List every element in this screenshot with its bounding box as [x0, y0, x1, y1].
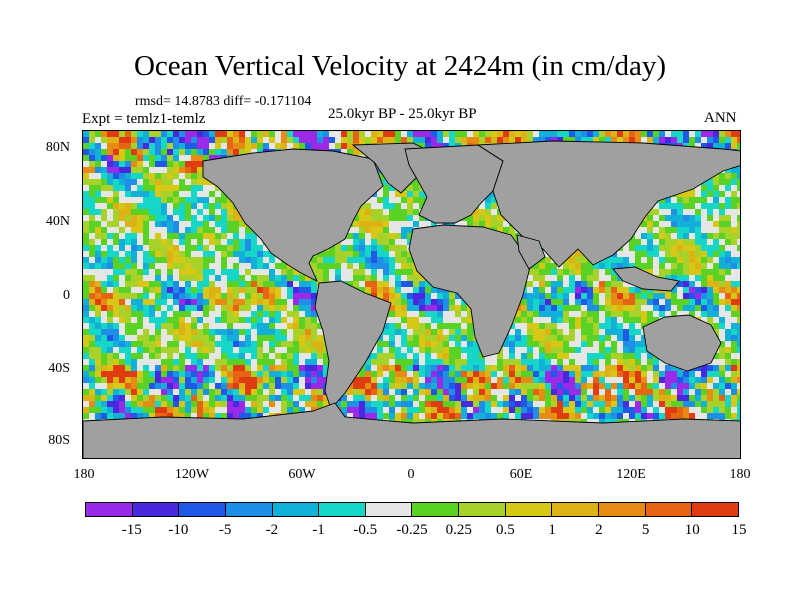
- colorbar-label: -0.25: [396, 522, 428, 538]
- colorbar-swatch: [412, 503, 460, 516]
- lat-label: 0: [63, 288, 70, 303]
- colorbar-label: 2: [595, 522, 603, 538]
- colorbar-swatch: [552, 503, 600, 516]
- lon-label: 180: [729, 467, 751, 482]
- colorbar-swatch: [319, 503, 366, 516]
- colorbar-label: -1: [312, 522, 325, 538]
- season-label: ANN: [704, 110, 737, 126]
- africa: [408, 224, 532, 358]
- lat-label: 80N: [45, 140, 70, 155]
- colorbar-swatch: [599, 503, 646, 516]
- arabia: [516, 234, 546, 270]
- north-america: [202, 148, 384, 282]
- colorbar-label: -5: [218, 522, 232, 538]
- map-panel: [82, 130, 741, 459]
- colorbar-label: 10: [684, 522, 700, 538]
- lon-label: 60E: [509, 467, 533, 482]
- colorbar-swatch: [645, 503, 693, 516]
- asia: [476, 140, 740, 268]
- colorbar-swatch: [505, 503, 553, 516]
- colorbar-swatch: [86, 503, 133, 516]
- australia: [642, 314, 722, 372]
- lon-label: 120W: [174, 467, 210, 482]
- colorbar-label: 0.5: [496, 522, 515, 538]
- colorbar-swatch: [225, 503, 273, 516]
- colorbar-swatch: [179, 503, 226, 516]
- south-america: [314, 280, 392, 410]
- colorbar-label: -15: [121, 522, 142, 538]
- stats-label: rmsd= 14.8783 diff= -0.171104: [135, 94, 312, 109]
- velocity-map: [83, 131, 740, 458]
- colorbar-label: 15: [731, 522, 747, 538]
- period-label: 25.0kyr BP - 25.0kyr BP: [328, 106, 477, 122]
- map-title: Ocean Vertical Velocity at 2424m (in cm/…: [133, 50, 667, 82]
- colorbar-label: -2: [265, 522, 279, 538]
- lon-label: 0: [407, 467, 415, 482]
- lat-label: 40N: [45, 214, 70, 229]
- colorbar-swatch: [692, 503, 738, 516]
- colorbar: [85, 502, 739, 517]
- antarctica: [83, 402, 740, 458]
- experiment-label: Expt = temlz1-temlz: [82, 111, 206, 127]
- colorbar-label: -0.5: [353, 522, 378, 538]
- indonesia: [612, 266, 680, 292]
- lon-label: 120E: [616, 467, 646, 482]
- land-layer: [83, 140, 740, 458]
- colorbar-label: 1: [548, 522, 556, 538]
- colorbar-swatch: [272, 503, 320, 516]
- lon-label: 60W: [288, 467, 316, 482]
- colorbar-label: 0.25: [445, 522, 472, 538]
- colorbar-swatch: [132, 503, 180, 516]
- colorbar-label: 5: [641, 522, 650, 538]
- colorbar-label: -10: [168, 522, 189, 538]
- colorbar-swatch: [365, 503, 413, 516]
- colorbar-swatch: [459, 503, 506, 516]
- lon-label: 180: [73, 467, 95, 482]
- lat-label: 40S: [48, 361, 70, 376]
- lat-label: 80S: [48, 433, 70, 448]
